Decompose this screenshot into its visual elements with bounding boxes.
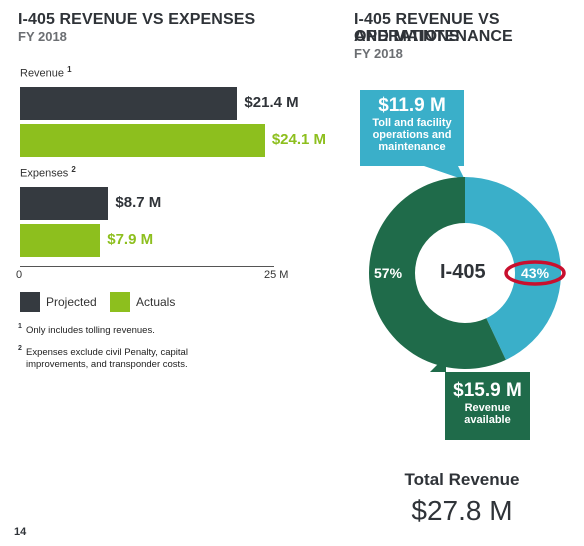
- x-axis-line: [20, 266, 274, 267]
- slice-revenue-available: [369, 177, 506, 369]
- label-expenses-actuals: $7.9 M: [107, 231, 154, 248]
- total-revenue-label: Total Revenue: [404, 470, 520, 489]
- callout-om-line2: operations and: [372, 129, 452, 141]
- right-chart-title-line1: I-405 REVENUE VS OPERATIONS: [354, 11, 500, 45]
- footnote-2-marker: 2: [18, 345, 22, 352]
- expenses-group-label: Expenses 2: [20, 165, 76, 180]
- revenue-label-text: Revenue: [20, 67, 65, 80]
- page-number: 14: [14, 526, 27, 538]
- footnote-1-text: Only includes tolling revenues.: [26, 325, 155, 336]
- total-revenue-value: $27.8 M: [411, 495, 513, 526]
- bar-expenses-actuals: [20, 224, 101, 257]
- callout-om-line3: maintenance: [378, 141, 446, 153]
- label-expenses-projected: $8.7 M: [115, 194, 162, 211]
- legend-label-projected: Projected: [46, 295, 97, 309]
- callout-om-line1: Toll and facility: [372, 117, 452, 129]
- highlight-ellipse: [504, 260, 566, 286]
- callout-revenue-line1: Revenue: [464, 402, 511, 414]
- bar-expenses-projected: [20, 187, 109, 220]
- callout-top-pointer: [424, 166, 465, 180]
- legend-swatch-projected: [20, 292, 40, 312]
- right-chart-subtitle: FY 2018: [354, 46, 403, 61]
- callout-revenue-available: $15.9 M Revenue available: [445, 372, 530, 440]
- left-chart-subtitle: FY 2018: [18, 29, 67, 44]
- donut-center-label: I-405: [440, 261, 486, 283]
- label-revenue-actuals: $24.1 M: [271, 131, 327, 148]
- slice-operations-maintenance: [465, 177, 561, 360]
- expenses-footnote-marker: 2: [71, 165, 76, 174]
- callout-operations-maintenance: $11.9 M Toll and facility operations and…: [360, 90, 464, 166]
- label-revenue-projected: $21.4 M: [244, 94, 299, 111]
- x-tick-0: 0: [16, 269, 23, 281]
- bar-revenue-projected: [20, 87, 238, 120]
- legend-swatch-actuals: [110, 292, 130, 312]
- revenue-group-label: Revenue 1: [20, 65, 72, 80]
- bar-revenue-actuals: [20, 124, 265, 157]
- footnote-1-marker: 1: [18, 323, 22, 330]
- footnote-2-text: Expenses exclude civil Penalty, capital …: [26, 347, 188, 370]
- callout-om-value: $11.9 M: [378, 95, 446, 116]
- legend-label-actuals: Actuals: [136, 295, 176, 309]
- left-chart-title: I-405 REVENUE VS EXPENSES: [18, 11, 256, 28]
- right-chart-title-line2: AND MAINTENANCE: [354, 28, 513, 45]
- pct-label-om: 43%: [521, 265, 550, 281]
- pct-label-revenue: 57%: [374, 265, 403, 281]
- revenue-footnote-marker: 1: [67, 65, 72, 74]
- x-tick-25: 25 M: [264, 269, 289, 281]
- expenses-label-text: Expenses: [20, 167, 69, 180]
- callout-revenue-value: $15.9 M: [453, 380, 522, 401]
- callout-revenue-line2: available: [464, 414, 511, 426]
